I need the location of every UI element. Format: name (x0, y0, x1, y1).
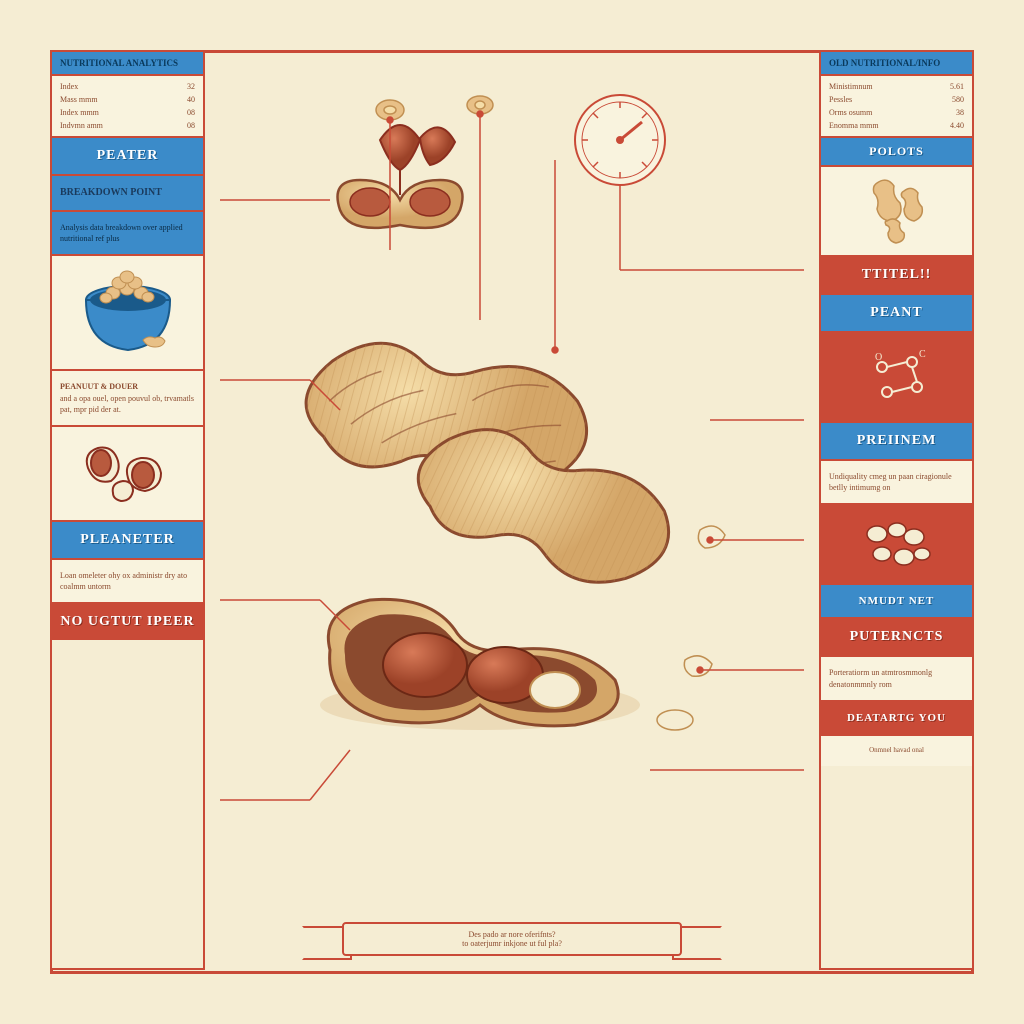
left-bowl-icon (52, 256, 203, 371)
table-val: 08 (187, 108, 195, 117)
right-header: OLD NUTRITIONAL/INFO (821, 52, 972, 76)
left-sec3-body: Loan omeleter ohy ox administr dry ato c… (52, 560, 203, 604)
table-val: 08 (187, 121, 195, 130)
left-sidebar: NUTRITIONAL ANALYTICS Index 32 Mass mmm 40… (50, 50, 205, 970)
ribbon-line1: Des pado ar nore oferifnts? (468, 930, 555, 939)
table-key: Mass mmm (60, 95, 98, 104)
center-illustration (220, 70, 804, 894)
table-val: 5.61 (950, 82, 964, 91)
table-val: 38 (956, 108, 964, 117)
table-key: Orms osumm (829, 108, 872, 117)
right-btn-ttitel[interactable]: TTITEL!! (821, 257, 972, 295)
right-btn-polots[interactable]: POLOTS (821, 138, 972, 167)
left-sec1-body: Analysis data breakdown over applied nut… (52, 212, 203, 256)
table-key: Index (60, 82, 78, 91)
left-sec2-body: and a opa ouel, open pouvul ob, trvamatl… (60, 394, 194, 414)
left-btn-peater[interactable]: PEATER (52, 138, 203, 176)
svg-text:C: C (919, 349, 926, 360)
left-btn-nougtut[interactable]: NO UGTUT IPEER (52, 604, 203, 640)
table-key: Enomma mmm (829, 121, 879, 130)
right-sidebar: OLD NUTRITIONAL/INFO Ministimnum 5.61 Pes… (819, 50, 974, 970)
right-nutrition-table: Ministimnum5.61 Pessles580 Orms osumm38 … (821, 76, 972, 138)
right-foot: Onmnel havad onal (821, 736, 972, 766)
table-key: Pessles (829, 95, 852, 104)
right-btn-deatartg[interactable]: DEATARTG YOU (821, 702, 972, 736)
right-peanuts-icon (821, 167, 972, 257)
bottom-ribbon: Des pado ar nore oferifnts? to oaterjumr… (302, 914, 722, 964)
left-sec2-head: PEANUUT & DOUER (60, 382, 138, 391)
right-btn-nmudt[interactable]: NMUDT NET (821, 585, 972, 619)
right-molecule-icon: OC (821, 333, 972, 423)
svg-text:O: O (875, 352, 882, 363)
left-sec1-head: BREAKDOWN POINT (52, 176, 203, 212)
ribbon-line2: to oaterjumr inkjone ut ful pla? (462, 939, 562, 948)
table-key: Ministimnum (829, 82, 873, 91)
table-key: Indvmn amm (60, 121, 103, 130)
right-btn-puterncts[interactable]: PUTERNCTS (821, 619, 972, 657)
right-sec1-body: Undiquality cmeg un paan ciragionule bet… (821, 461, 972, 505)
table-val: 4.40 (950, 121, 964, 130)
table-key: Index mmm (60, 108, 99, 117)
right-sec2-body: Porteratiorm un atmtrosmmonlg denatonmmn… (821, 657, 972, 701)
left-btn-pleaneter[interactable]: PLEANETER (52, 522, 203, 560)
right-nuts-icon (821, 505, 972, 585)
left-kernels-icon (52, 427, 203, 522)
ribbon-text: Des pado ar nore oferifnts? to oaterjumr… (342, 922, 682, 956)
right-btn-peant[interactable]: PEANT (821, 295, 972, 333)
table-val: 40 (187, 95, 195, 104)
table-val: 32 (187, 82, 195, 91)
table-val: 580 (952, 95, 964, 104)
left-nutrition-table: Index 32 Mass mmm 40 Index mmm 08 Indvmn am… (52, 76, 203, 138)
left-header: NUTRITIONAL ANALYTICS (52, 52, 203, 76)
right-btn-preiinem[interactable]: PREIINEM (821, 423, 972, 461)
left-sec2: PEANUUT & DOUER and a opa ouel, open pou… (52, 371, 203, 427)
